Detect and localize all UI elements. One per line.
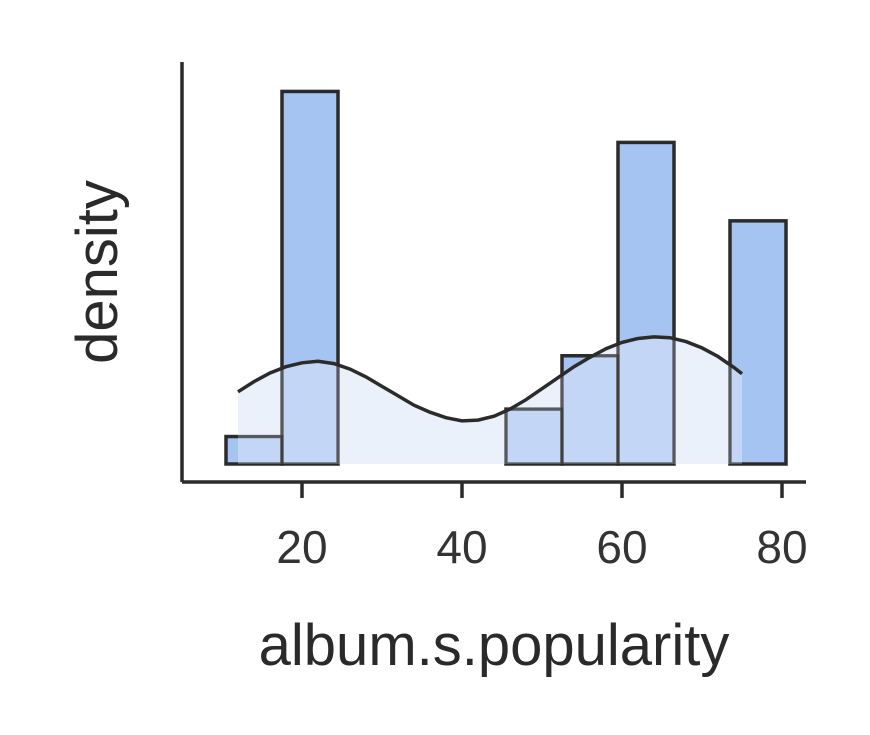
histogram-bar-edge — [280, 89, 340, 466]
y-axis-label: density — [65, 180, 130, 364]
x-tick-label: 40 — [436, 521, 487, 573]
kde-layer — [238, 336, 742, 464]
x-tick-label: 60 — [596, 521, 647, 573]
bars-overlay — [224, 89, 788, 466]
histogram-bar-edge — [728, 219, 788, 466]
x-ticks: 20 40 60 80 — [276, 482, 808, 573]
x-axis-label: album.s.popularity — [259, 613, 730, 678]
kde-area — [238, 336, 742, 464]
histogram-bar-edge — [616, 140, 676, 466]
x-tick-label: 20 — [276, 521, 327, 573]
kde-line — [237, 335, 744, 423]
x-tick-label: 80 — [756, 521, 807, 573]
